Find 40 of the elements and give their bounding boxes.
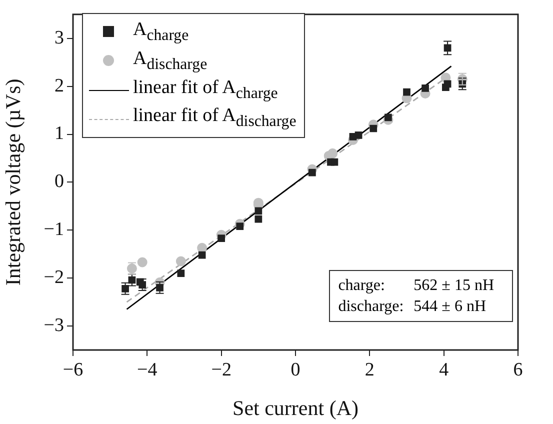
x-tick-label: 6	[513, 359, 523, 380]
text: charge: 562 ± 15 nH	[338, 277, 494, 294]
y-axis-title: Integrated voltage (µVs)	[1, 78, 26, 286]
x-tick-label: −6	[62, 359, 84, 380]
point	[384, 114, 392, 122]
x-tick-label: 0	[290, 359, 300, 380]
y-tick-label: 1	[54, 123, 64, 144]
point	[218, 234, 226, 242]
legend-label: A$_{discharge}$	[133, 46, 208, 75]
point	[198, 251, 206, 259]
x-tick-label: 2	[364, 359, 374, 380]
y-tick-label: −1	[44, 219, 64, 240]
point	[444, 80, 452, 88]
legend-label: linear fit of A$_{discharge}$	[133, 104, 296, 132]
point	[330, 158, 338, 166]
point	[254, 215, 262, 223]
y-tick-label: 2	[54, 75, 64, 96]
point	[328, 148, 338, 158]
point	[137, 257, 148, 268]
annotation: discharge: 544 ± 6 nH	[338, 297, 487, 317]
point	[354, 132, 362, 139]
point	[176, 256, 186, 266]
x-tick-label: 4	[439, 359, 450, 380]
y-tick-label: 0	[54, 171, 64, 192]
x-tick-label: −4	[137, 359, 158, 380]
point	[370, 124, 378, 132]
point	[422, 84, 429, 92]
legend-label: A$_{charge}$	[133, 18, 189, 46]
y-tick-label: −3	[44, 315, 64, 336]
point	[308, 168, 316, 176]
point	[177, 270, 185, 277]
y-tick-label: −2	[44, 267, 64, 288]
point	[236, 222, 244, 230]
x-tick-label: −2	[211, 359, 232, 380]
legend-label: linear fit of A$_{charge}$	[133, 76, 278, 104]
x-axis-title: Set current (A)	[232, 396, 358, 420]
point	[254, 207, 262, 215]
y-tick-label: 3	[54, 27, 64, 48]
point	[403, 88, 410, 96]
point	[197, 242, 208, 253]
